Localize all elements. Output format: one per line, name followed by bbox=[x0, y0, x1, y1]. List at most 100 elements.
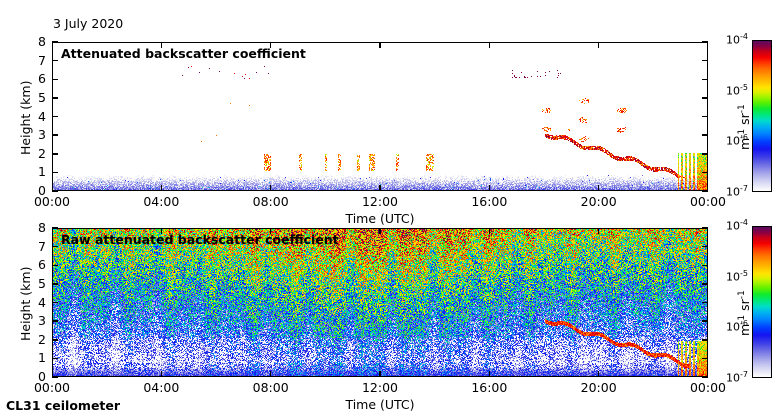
x-tick-top-attenuated-backscatter-3 bbox=[379, 42, 381, 48]
x-tick-attenuated-backscatter-2 bbox=[269, 185, 272, 191]
y-tick-label-attenuated-backscatter-4: 4 bbox=[38, 108, 46, 124]
y-tick-right-attenuated-backscatter-1 bbox=[702, 171, 708, 174]
x-tick-label-attenuated-backscatter-0: 00:00 bbox=[33, 194, 71, 209]
y-axis-label-attenuated-backscatter: Height (km) bbox=[18, 80, 33, 155]
y-axis-label-raw-attenuated-backscatter: Height (km) bbox=[18, 266, 33, 341]
x-tick-label-attenuated-backscatter-3: 12:00 bbox=[361, 194, 399, 209]
y-tick-label-attenuated-backscatter-3: 3 bbox=[38, 127, 46, 143]
y-tick-right-attenuated-backscatter-2 bbox=[702, 153, 708, 155]
y-tick-raw-attenuated-backscatter-8 bbox=[52, 227, 58, 229]
y-tick-attenuated-backscatter-2 bbox=[52, 153, 58, 155]
colorbar-tick-label-0-0: 10-4 bbox=[726, 32, 748, 47]
y-tick-raw-attenuated-backscatter-6 bbox=[52, 264, 58, 266]
y-tick-raw-attenuated-backscatter-5 bbox=[52, 283, 58, 285]
x-tick-top-attenuated-backscatter-4 bbox=[488, 42, 491, 48]
x-tick-raw-attenuated-backscatter-5 bbox=[597, 371, 600, 377]
y-tick-right-attenuated-backscatter-6 bbox=[702, 78, 708, 80]
x-tick-top-attenuated-backscatter-1 bbox=[160, 42, 163, 48]
y-tick-label-attenuated-backscatter-2: 2 bbox=[38, 145, 46, 161]
y-tick-attenuated-backscatter-1 bbox=[52, 171, 58, 174]
y-tick-raw-attenuated-backscatter-1 bbox=[52, 357, 58, 360]
plot-area-attenuated-backscatter: Attenuated backscatter coefficient bbox=[52, 42, 708, 191]
x-tick-top-raw-attenuated-backscatter-1 bbox=[160, 228, 163, 234]
x-tick-top-raw-attenuated-backscatter-5 bbox=[597, 228, 600, 234]
x-tick-raw-attenuated-backscatter-3 bbox=[379, 371, 381, 377]
y-tick-attenuated-backscatter-8 bbox=[52, 41, 58, 43]
y-tick-label-raw-attenuated-backscatter-0: 0 bbox=[38, 369, 46, 384]
page-title: 3 July 2020 bbox=[53, 16, 124, 31]
x-tick-label-raw-attenuated-backscatter-0: 00:00 bbox=[33, 380, 71, 395]
x-tick-label-raw-attenuated-backscatter-5: 20:00 bbox=[580, 380, 617, 395]
y-tick-label-raw-attenuated-backscatter-5: 5 bbox=[38, 275, 46, 291]
y-tick-right-raw-attenuated-backscatter-4 bbox=[702, 301, 708, 304]
x-tick-label-attenuated-backscatter-5: 20:00 bbox=[580, 194, 617, 209]
x-tick-top-raw-attenuated-backscatter-3 bbox=[379, 228, 381, 234]
y-tick-raw-attenuated-backscatter-7 bbox=[52, 245, 58, 248]
colorbar-tick-label-0-3: 10-7 bbox=[726, 184, 748, 199]
panel-label-raw: Raw attenuated backscatter coefficient bbox=[61, 232, 339, 247]
y-tick-label-attenuated-backscatter-0: 0 bbox=[38, 183, 46, 198]
y-tick-label-attenuated-backscatter-6: 6 bbox=[38, 71, 46, 87]
x-tick-label-raw-attenuated-backscatter-3: 12:00 bbox=[361, 380, 399, 395]
y-tick-right-attenuated-backscatter-8 bbox=[702, 41, 708, 43]
colorbar-gradient-attenuated bbox=[752, 40, 772, 192]
y-tick-raw-attenuated-backscatter-0 bbox=[52, 376, 58, 378]
y-tick-right-raw-attenuated-backscatter-5 bbox=[702, 283, 708, 285]
y-tick-attenuated-backscatter-4 bbox=[52, 115, 58, 118]
y-tick-right-attenuated-backscatter-7 bbox=[702, 59, 708, 62]
y-tick-right-raw-attenuated-backscatter-1 bbox=[702, 357, 708, 360]
colorbar-tick-label-1-1: 10-5 bbox=[726, 268, 748, 284]
x-tick-label-attenuated-backscatter-2: 08:00 bbox=[252, 194, 289, 209]
y-tick-attenuated-backscatter-0 bbox=[52, 190, 58, 192]
instrument-label: CL31 ceilometer bbox=[6, 398, 121, 413]
y-tick-right-raw-attenuated-backscatter-7 bbox=[702, 245, 708, 248]
y-tick-label-raw-attenuated-backscatter-8: 8 bbox=[38, 220, 46, 235]
x-tick-label-attenuated-backscatter-4: 16:00 bbox=[471, 194, 508, 209]
x-tick-attenuated-backscatter-5 bbox=[597, 185, 600, 191]
y-tick-label-attenuated-backscatter-7: 7 bbox=[38, 52, 46, 68]
plot-area-raw-attenuated-backscatter: Raw attenuated backscatter coefficient bbox=[52, 228, 708, 377]
y-tick-raw-attenuated-backscatter-4 bbox=[52, 301, 58, 304]
x-tick-top-attenuated-backscatter-2 bbox=[269, 42, 272, 48]
colorbar-raw bbox=[752, 226, 772, 378]
y-tick-right-raw-attenuated-backscatter-6 bbox=[702, 264, 708, 266]
y-tick-label-raw-attenuated-backscatter-7: 7 bbox=[38, 238, 46, 254]
y-tick-label-raw-attenuated-backscatter-1: 1 bbox=[38, 350, 46, 366]
panel-raw-attenuated-backscatter: Raw attenuated backscatter coefficient bbox=[52, 228, 708, 377]
colorbar-tick-label-1-3: 10-7 bbox=[726, 370, 748, 385]
y-tick-right-raw-attenuated-backscatter-3 bbox=[702, 320, 708, 322]
panel-label-attenuated: Attenuated backscatter coefficient bbox=[61, 46, 306, 61]
y-tick-right-attenuated-backscatter-0 bbox=[702, 190, 708, 192]
y-tick-right-raw-attenuated-backscatter-2 bbox=[702, 339, 708, 341]
x-tick-label-raw-attenuated-backscatter-2: 08:00 bbox=[252, 380, 289, 395]
y-tick-label-attenuated-backscatter-1: 1 bbox=[38, 164, 46, 180]
x-tick-label-attenuated-backscatter-1: 04:00 bbox=[143, 194, 180, 209]
x-tick-label-raw-attenuated-backscatter-6: 00:00 bbox=[689, 380, 727, 395]
x-tick-attenuated-backscatter-4 bbox=[488, 185, 491, 191]
y-tick-right-attenuated-backscatter-5 bbox=[702, 97, 708, 99]
colorbar-tick-label-0-2: 10-6 bbox=[726, 133, 748, 148]
x-tick-top-attenuated-backscatter-5 bbox=[597, 42, 600, 48]
x-tick-attenuated-backscatter-1 bbox=[160, 185, 163, 191]
y-tick-right-raw-attenuated-backscatter-0 bbox=[702, 376, 708, 378]
y-tick-label-attenuated-backscatter-5: 5 bbox=[38, 89, 46, 105]
y-tick-right-attenuated-backscatter-4 bbox=[702, 115, 708, 118]
heatmap-canvas-raw bbox=[53, 229, 707, 376]
y-tick-label-raw-attenuated-backscatter-4: 4 bbox=[38, 294, 46, 310]
y-tick-raw-attenuated-backscatter-2 bbox=[52, 339, 58, 341]
x-tick-raw-attenuated-backscatter-2 bbox=[269, 371, 272, 377]
y-tick-label-raw-attenuated-backscatter-6: 6 bbox=[38, 257, 46, 273]
colorbar-gradient-raw bbox=[752, 226, 772, 378]
x-tick-top-raw-attenuated-backscatter-4 bbox=[488, 228, 491, 234]
y-tick-right-raw-attenuated-backscatter-8 bbox=[702, 227, 708, 229]
y-tick-attenuated-backscatter-3 bbox=[52, 134, 58, 136]
x-axis-label-raw-attenuated-backscatter: Time (UTC) bbox=[345, 397, 415, 412]
heatmap-canvas-attenuated bbox=[53, 43, 707, 190]
colorbar-tick-label-1-2: 10-6 bbox=[726, 319, 748, 334]
colorbar-attenuated bbox=[752, 40, 772, 192]
x-tick-label-attenuated-backscatter-6: 00:00 bbox=[689, 194, 727, 209]
x-tick-label-raw-attenuated-backscatter-4: 16:00 bbox=[471, 380, 508, 395]
y-tick-raw-attenuated-backscatter-3 bbox=[52, 320, 58, 322]
x-tick-top-raw-attenuated-backscatter-2 bbox=[269, 228, 272, 234]
y-tick-label-raw-attenuated-backscatter-3: 3 bbox=[38, 313, 46, 329]
